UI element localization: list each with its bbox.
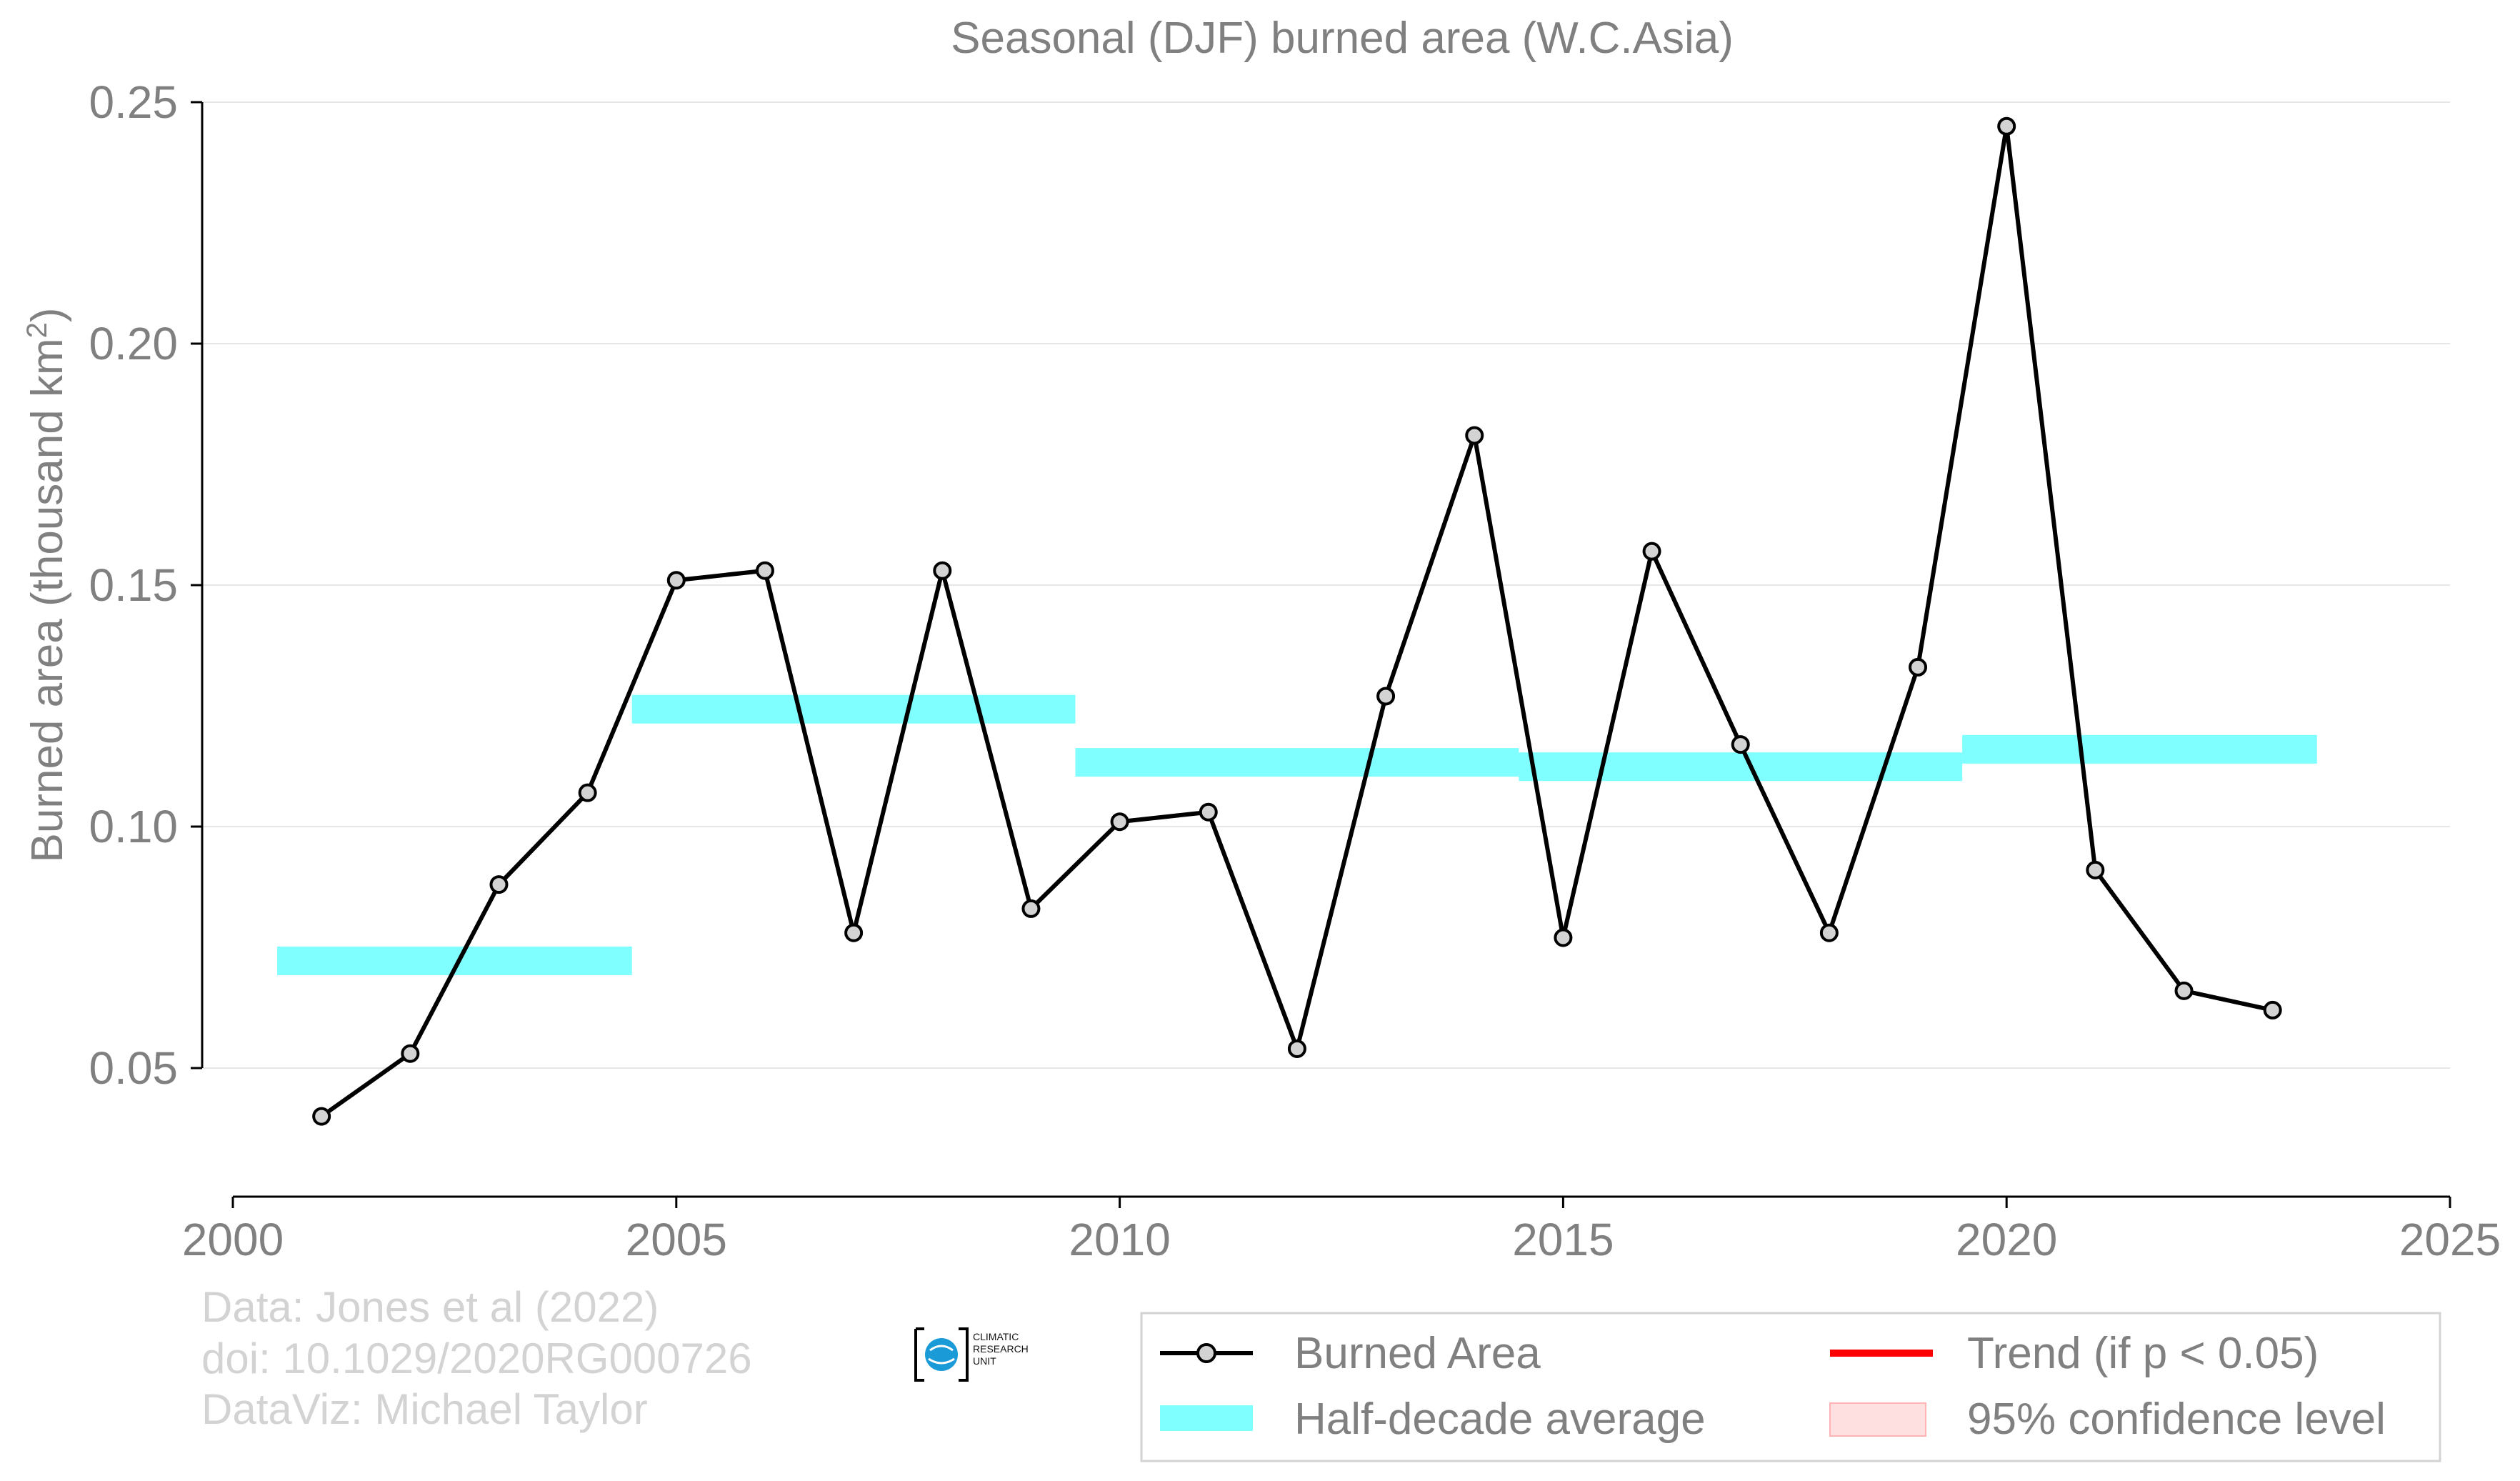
cru-logo: CLIMATIC RESEARCH UNIT [914, 1327, 1029, 1382]
credits: Data: Jones et al (2022) doi: 10.1029/20… [201, 1283, 752, 1433]
data-point-2012 [1287, 1039, 1306, 1058]
data-point-2008 [933, 561, 952, 580]
data-point-2019 [1909, 657, 1928, 677]
half-decade-band-4 [1962, 734, 2317, 764]
half-decade-band-3 [1519, 752, 1963, 782]
globe-swirl-icon [928, 1345, 955, 1365]
data-point-2004 [578, 783, 597, 802]
data-point-2011 [1199, 802, 1218, 822]
x-tick-label-3: 2015 [1512, 1214, 1614, 1265]
globe-icon [925, 1338, 958, 1371]
logo-line-2: RESEARCH [973, 1343, 1029, 1355]
x-tick-label-4: 2020 [1956, 1214, 2057, 1265]
data-point-2013 [1376, 687, 1396, 706]
legend-label-confidence: 95% confidence level [1967, 1395, 2386, 1444]
burned-area-series [312, 116, 2282, 1126]
data-point-2001 [312, 1107, 331, 1126]
data-point-2016 [1642, 542, 1661, 561]
legend-entry-confidence: 95% confidence level [1829, 1395, 2386, 1444]
legend-confidence-icon [1829, 1402, 1926, 1437]
y-tick-label-2: 0.15 [89, 559, 178, 611]
legend-entry-burned-area: Burned Area [1160, 1329, 1541, 1378]
data-point-2002 [401, 1044, 420, 1063]
legend-band-icon [1160, 1405, 1253, 1431]
logo-bracket-icon [914, 1327, 969, 1382]
data-point-2007 [844, 923, 864, 942]
data-point-2018 [1819, 923, 1839, 942]
x-tick-label-0: 2000 [182, 1214, 284, 1265]
chart-title: Seasonal (DJF) burned area (W.C.Asia) [951, 14, 1734, 63]
data-point-2006 [755, 561, 774, 580]
legend: Burned Area Trend (if p < 0.05) Half-dec… [1140, 1312, 2441, 1462]
legend-entry-half-decade: Half-decade average [1160, 1395, 1706, 1444]
credit-dataviz: DataViz: Michael Taylor [201, 1385, 648, 1433]
legend-label-half-decade: Half-decade average [1294, 1395, 1706, 1444]
logo-line-1: CLIMATIC [973, 1331, 1019, 1342]
data-point-2010 [1110, 812, 1129, 832]
y-tick-label-3: 0.20 [89, 318, 178, 369]
data-point-2015 [1554, 928, 1573, 947]
y-axis-label-end: ) [23, 307, 72, 322]
data-point-2021 [2086, 860, 2105, 879]
x-axis-ticks: 2000 2005 2010 2015 2020 2025 [182, 1197, 2501, 1265]
legend-box [1140, 1312, 2441, 1462]
logo-line-3: UNIT [973, 1355, 996, 1367]
y-axis-ticks: 0.05 0.10 0.15 0.20 0.25 [89, 76, 202, 1094]
y-axis-label-superscript: 2 [21, 322, 53, 338]
legend-label-trend: Trend (if p < 0.05) [1967, 1329, 2319, 1378]
half-decade-band-1 [631, 694, 1076, 724]
y-axis-label: Burned area (thousand km2) [21, 307, 72, 862]
data-point-2014 [1465, 426, 1484, 445]
legend-marker-icon [1196, 1343, 1216, 1363]
credit-doi: doi: 10.1029/2020RG000726 [201, 1335, 752, 1382]
y-tick-label-4: 0.25 [89, 76, 178, 128]
half-decade-average-bands [277, 694, 2317, 975]
data-point-2022 [2174, 981, 2194, 1000]
half-decade-band-2 [1075, 748, 1519, 777]
y-axis-label-main: Burned area (thousand km [23, 338, 72, 862]
y-tick-label-0: 0.05 [89, 1042, 178, 1094]
data-point-2003 [489, 875, 509, 894]
x-tick-label-5: 2025 [2399, 1214, 2501, 1265]
legend-entry-trend: Trend (if p < 0.05) [1830, 1329, 2319, 1378]
legend-label-burned-area: Burned Area [1294, 1329, 1541, 1378]
data-point-2009 [1021, 899, 1041, 918]
y-tick-label-1: 0.10 [89, 801, 178, 852]
data-point-2017 [1731, 735, 1750, 754]
data-point-2005 [666, 571, 686, 590]
data-point-2020 [1997, 116, 2016, 136]
data-point-2023 [2263, 1000, 2282, 1019]
x-tick-label-1: 2005 [626, 1214, 727, 1265]
x-tick-label-2: 2010 [1069, 1214, 1170, 1265]
grid-lines [201, 101, 2450, 1069]
credit-data-source: Data: Jones et al (2022) [201, 1283, 659, 1331]
